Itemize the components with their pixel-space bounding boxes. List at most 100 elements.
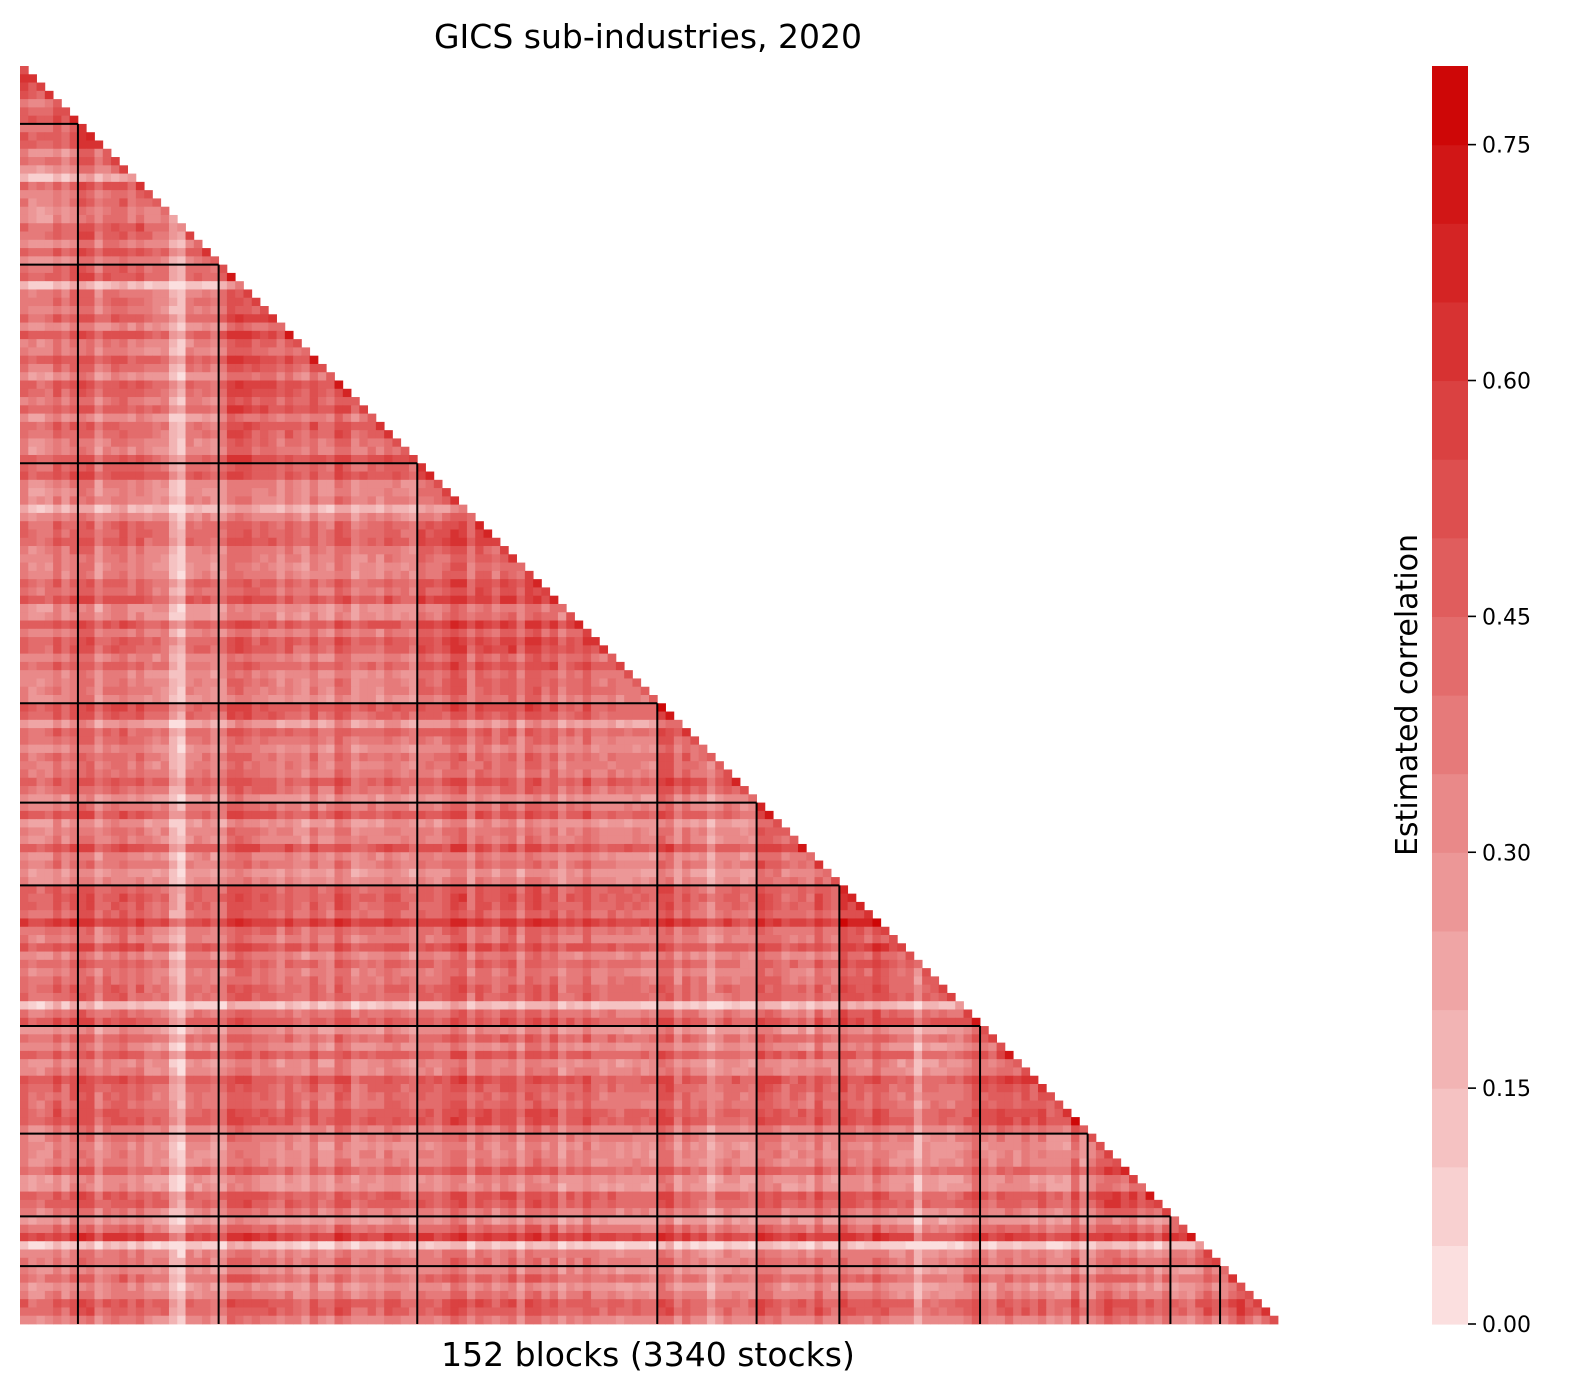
heatmap-cell bbox=[450, 736, 460, 746]
heatmap-cell bbox=[210, 612, 220, 621]
heatmap-cell bbox=[400, 703, 410, 712]
heatmap-cell bbox=[549, 786, 559, 795]
heatmap-cell bbox=[168, 446, 178, 456]
heatmap-cell bbox=[342, 405, 352, 415]
heatmap-cell bbox=[408, 769, 418, 779]
heatmap-cell bbox=[268, 752, 277, 762]
heatmap-cell bbox=[111, 289, 120, 299]
heatmap-cell bbox=[591, 678, 600, 688]
heatmap-cell bbox=[442, 595, 451, 605]
heatmap-cell bbox=[293, 653, 302, 663]
heatmap-cell bbox=[309, 744, 319, 754]
heatmap-cell bbox=[102, 198, 112, 208]
heatmap-cell bbox=[317, 670, 327, 679]
heatmap-cell bbox=[77, 479, 87, 489]
heatmap-cell bbox=[665, 769, 675, 779]
heatmap-cell bbox=[135, 446, 145, 456]
heatmap-cell bbox=[400, 885, 410, 895]
heatmap-cell bbox=[740, 827, 749, 837]
heatmap-cell bbox=[168, 421, 178, 431]
heatmap-cell bbox=[260, 728, 269, 737]
heatmap-cell bbox=[425, 645, 435, 655]
heatmap-cell bbox=[86, 695, 95, 704]
heatmap-cell bbox=[582, 802, 592, 812]
heatmap-cell bbox=[36, 479, 46, 489]
heatmap-cell bbox=[44, 347, 54, 357]
heatmap-cell bbox=[61, 322, 71, 332]
heatmap-cell bbox=[309, 587, 319, 597]
heatmap-cell bbox=[359, 603, 369, 613]
heatmap-cell bbox=[392, 686, 402, 696]
heatmap-cell bbox=[160, 703, 170, 712]
heatmap-cell bbox=[177, 397, 186, 406]
heatmap-cell bbox=[28, 372, 37, 381]
heatmap-cell bbox=[210, 653, 220, 663]
heatmap-cell bbox=[69, 670, 79, 679]
heatmap-cell bbox=[119, 504, 128, 514]
heatmap-cell bbox=[144, 239, 153, 249]
heatmap-cell bbox=[218, 397, 228, 406]
heatmap-cell bbox=[94, 695, 104, 704]
heatmap-cell bbox=[301, 628, 311, 638]
heatmap-cell bbox=[135, 612, 145, 621]
heatmap-cell bbox=[94, 661, 104, 671]
heatmap-cell bbox=[36, 711, 46, 721]
heatmap-cell bbox=[508, 877, 517, 886]
heatmap-cell bbox=[715, 810, 724, 820]
heatmap-cell bbox=[516, 686, 526, 696]
heatmap-cell bbox=[61, 877, 71, 886]
heatmap-cell bbox=[102, 471, 112, 481]
heatmap-cell bbox=[44, 405, 54, 415]
heatmap-cell bbox=[210, 256, 220, 266]
heatmap-cell bbox=[226, 620, 236, 630]
heatmap-cell bbox=[698, 827, 708, 837]
heatmap-cell bbox=[135, 488, 145, 497]
heatmap-cell bbox=[86, 786, 95, 795]
heatmap-cell bbox=[359, 695, 369, 704]
heatmap-cell bbox=[475, 852, 484, 861]
heatmap-cell bbox=[557, 827, 567, 837]
heatmap-cell bbox=[20, 620, 29, 630]
heatmap-cell bbox=[218, 628, 228, 638]
heatmap-cell bbox=[549, 678, 559, 688]
heatmap-cell bbox=[591, 819, 600, 828]
heatmap-cell bbox=[260, 372, 269, 381]
heatmap-cell bbox=[375, 438, 385, 448]
heatmap-cell bbox=[781, 843, 791, 853]
heatmap-cell bbox=[276, 852, 286, 861]
heatmap-cell bbox=[433, 628, 443, 638]
heatmap-cell bbox=[160, 620, 170, 630]
heatmap-cell bbox=[417, 769, 426, 779]
heatmap-cell bbox=[392, 446, 402, 456]
heatmap-cell bbox=[135, 686, 145, 696]
heatmap-cell bbox=[260, 860, 269, 870]
heatmap-cell bbox=[202, 554, 211, 563]
heatmap-cell bbox=[36, 132, 46, 141]
heatmap-cell bbox=[276, 322, 286, 332]
heatmap-cell bbox=[44, 322, 54, 332]
heatmap-cell bbox=[119, 628, 128, 638]
heatmap-cell bbox=[94, 157, 104, 166]
heatmap-cell bbox=[417, 512, 426, 522]
heatmap-cell bbox=[640, 695, 650, 704]
heatmap-cell bbox=[351, 637, 360, 646]
heatmap-cell bbox=[260, 645, 269, 655]
heatmap-cell bbox=[168, 479, 178, 489]
heatmap-cell bbox=[260, 529, 269, 539]
heatmap-cell bbox=[226, 852, 236, 861]
heatmap-cell bbox=[359, 661, 369, 671]
heatmap-cell bbox=[44, 777, 54, 787]
heatmap-cell bbox=[268, 877, 277, 886]
heatmap-cell bbox=[508, 728, 517, 737]
heatmap-cell bbox=[69, 140, 79, 150]
heatmap-cell bbox=[375, 868, 385, 878]
heatmap-cell bbox=[251, 670, 261, 679]
heatmap-cell bbox=[61, 157, 71, 166]
heatmap-cell bbox=[20, 843, 29, 853]
heatmap-cell bbox=[77, 355, 87, 365]
heatmap-cell bbox=[690, 860, 700, 870]
heatmap-cell bbox=[185, 736, 195, 746]
heatmap-cell bbox=[557, 761, 567, 770]
heatmap-cell bbox=[28, 835, 37, 845]
heatmap-cell bbox=[20, 554, 29, 563]
